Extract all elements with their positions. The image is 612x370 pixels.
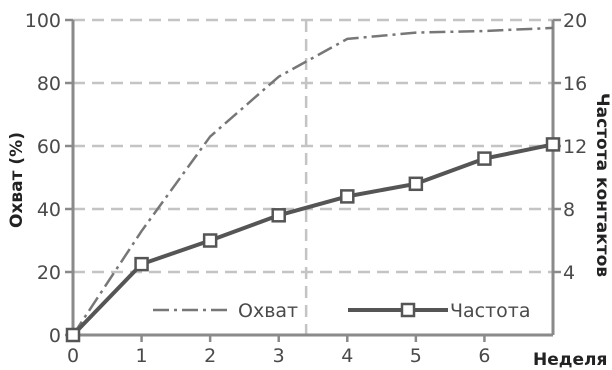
grid-lines bbox=[73, 18, 553, 274]
x-tick-label: 6 bbox=[478, 345, 490, 367]
right-y-tick-label: 8 bbox=[563, 199, 575, 221]
frequency-point bbox=[545, 137, 561, 152]
frequency-point bbox=[202, 233, 218, 248]
frequency-point bbox=[340, 189, 355, 204]
right-y-tick-label: 16 bbox=[563, 73, 587, 95]
x-tick-label: 1 bbox=[136, 345, 148, 367]
legend: Охват Частота bbox=[153, 300, 531, 322]
series-layer bbox=[65, 26, 561, 343]
frequency-point bbox=[408, 176, 424, 192]
frequency-point bbox=[477, 151, 492, 166]
frequency-point bbox=[65, 327, 81, 343]
left-y-tick-label: 0 bbox=[49, 325, 61, 347]
right-y-tick-label: 4 bbox=[563, 262, 575, 284]
x-tick-label: 4 bbox=[341, 345, 353, 367]
frequency-point bbox=[271, 208, 286, 223]
right-y-axis-title: Частота контактов bbox=[592, 93, 612, 277]
left-y-tick-label: 20 bbox=[37, 262, 61, 284]
frequency-point bbox=[134, 256, 149, 272]
left-y-tick-label: 60 bbox=[37, 136, 61, 158]
x-axis-title: Неделя bbox=[533, 350, 607, 370]
left-y-tick-label: 40 bbox=[37, 199, 61, 221]
legend-marker-frequency bbox=[400, 302, 416, 318]
left-y-axis-title: Охват (%) bbox=[7, 132, 27, 228]
x-tick-label: 3 bbox=[273, 345, 285, 367]
legend-label-reach: Охват bbox=[238, 300, 298, 322]
legend-label-frequency: Частота bbox=[450, 300, 531, 322]
series-line-frequency bbox=[71, 142, 554, 337]
left-y-tick-label: 80 bbox=[37, 73, 61, 95]
x-tick-label: 5 bbox=[410, 345, 422, 367]
left-y-tick-label: 100 bbox=[25, 10, 61, 32]
x-tick-label: 0 bbox=[67, 345, 79, 367]
series-line-reach bbox=[71, 26, 554, 336]
right-y-tick-label: 12 bbox=[563, 136, 587, 158]
axes bbox=[65, 18, 561, 342]
right-y-tick-label: 20 bbox=[563, 10, 587, 32]
x-tick-label: 2 bbox=[204, 345, 216, 367]
